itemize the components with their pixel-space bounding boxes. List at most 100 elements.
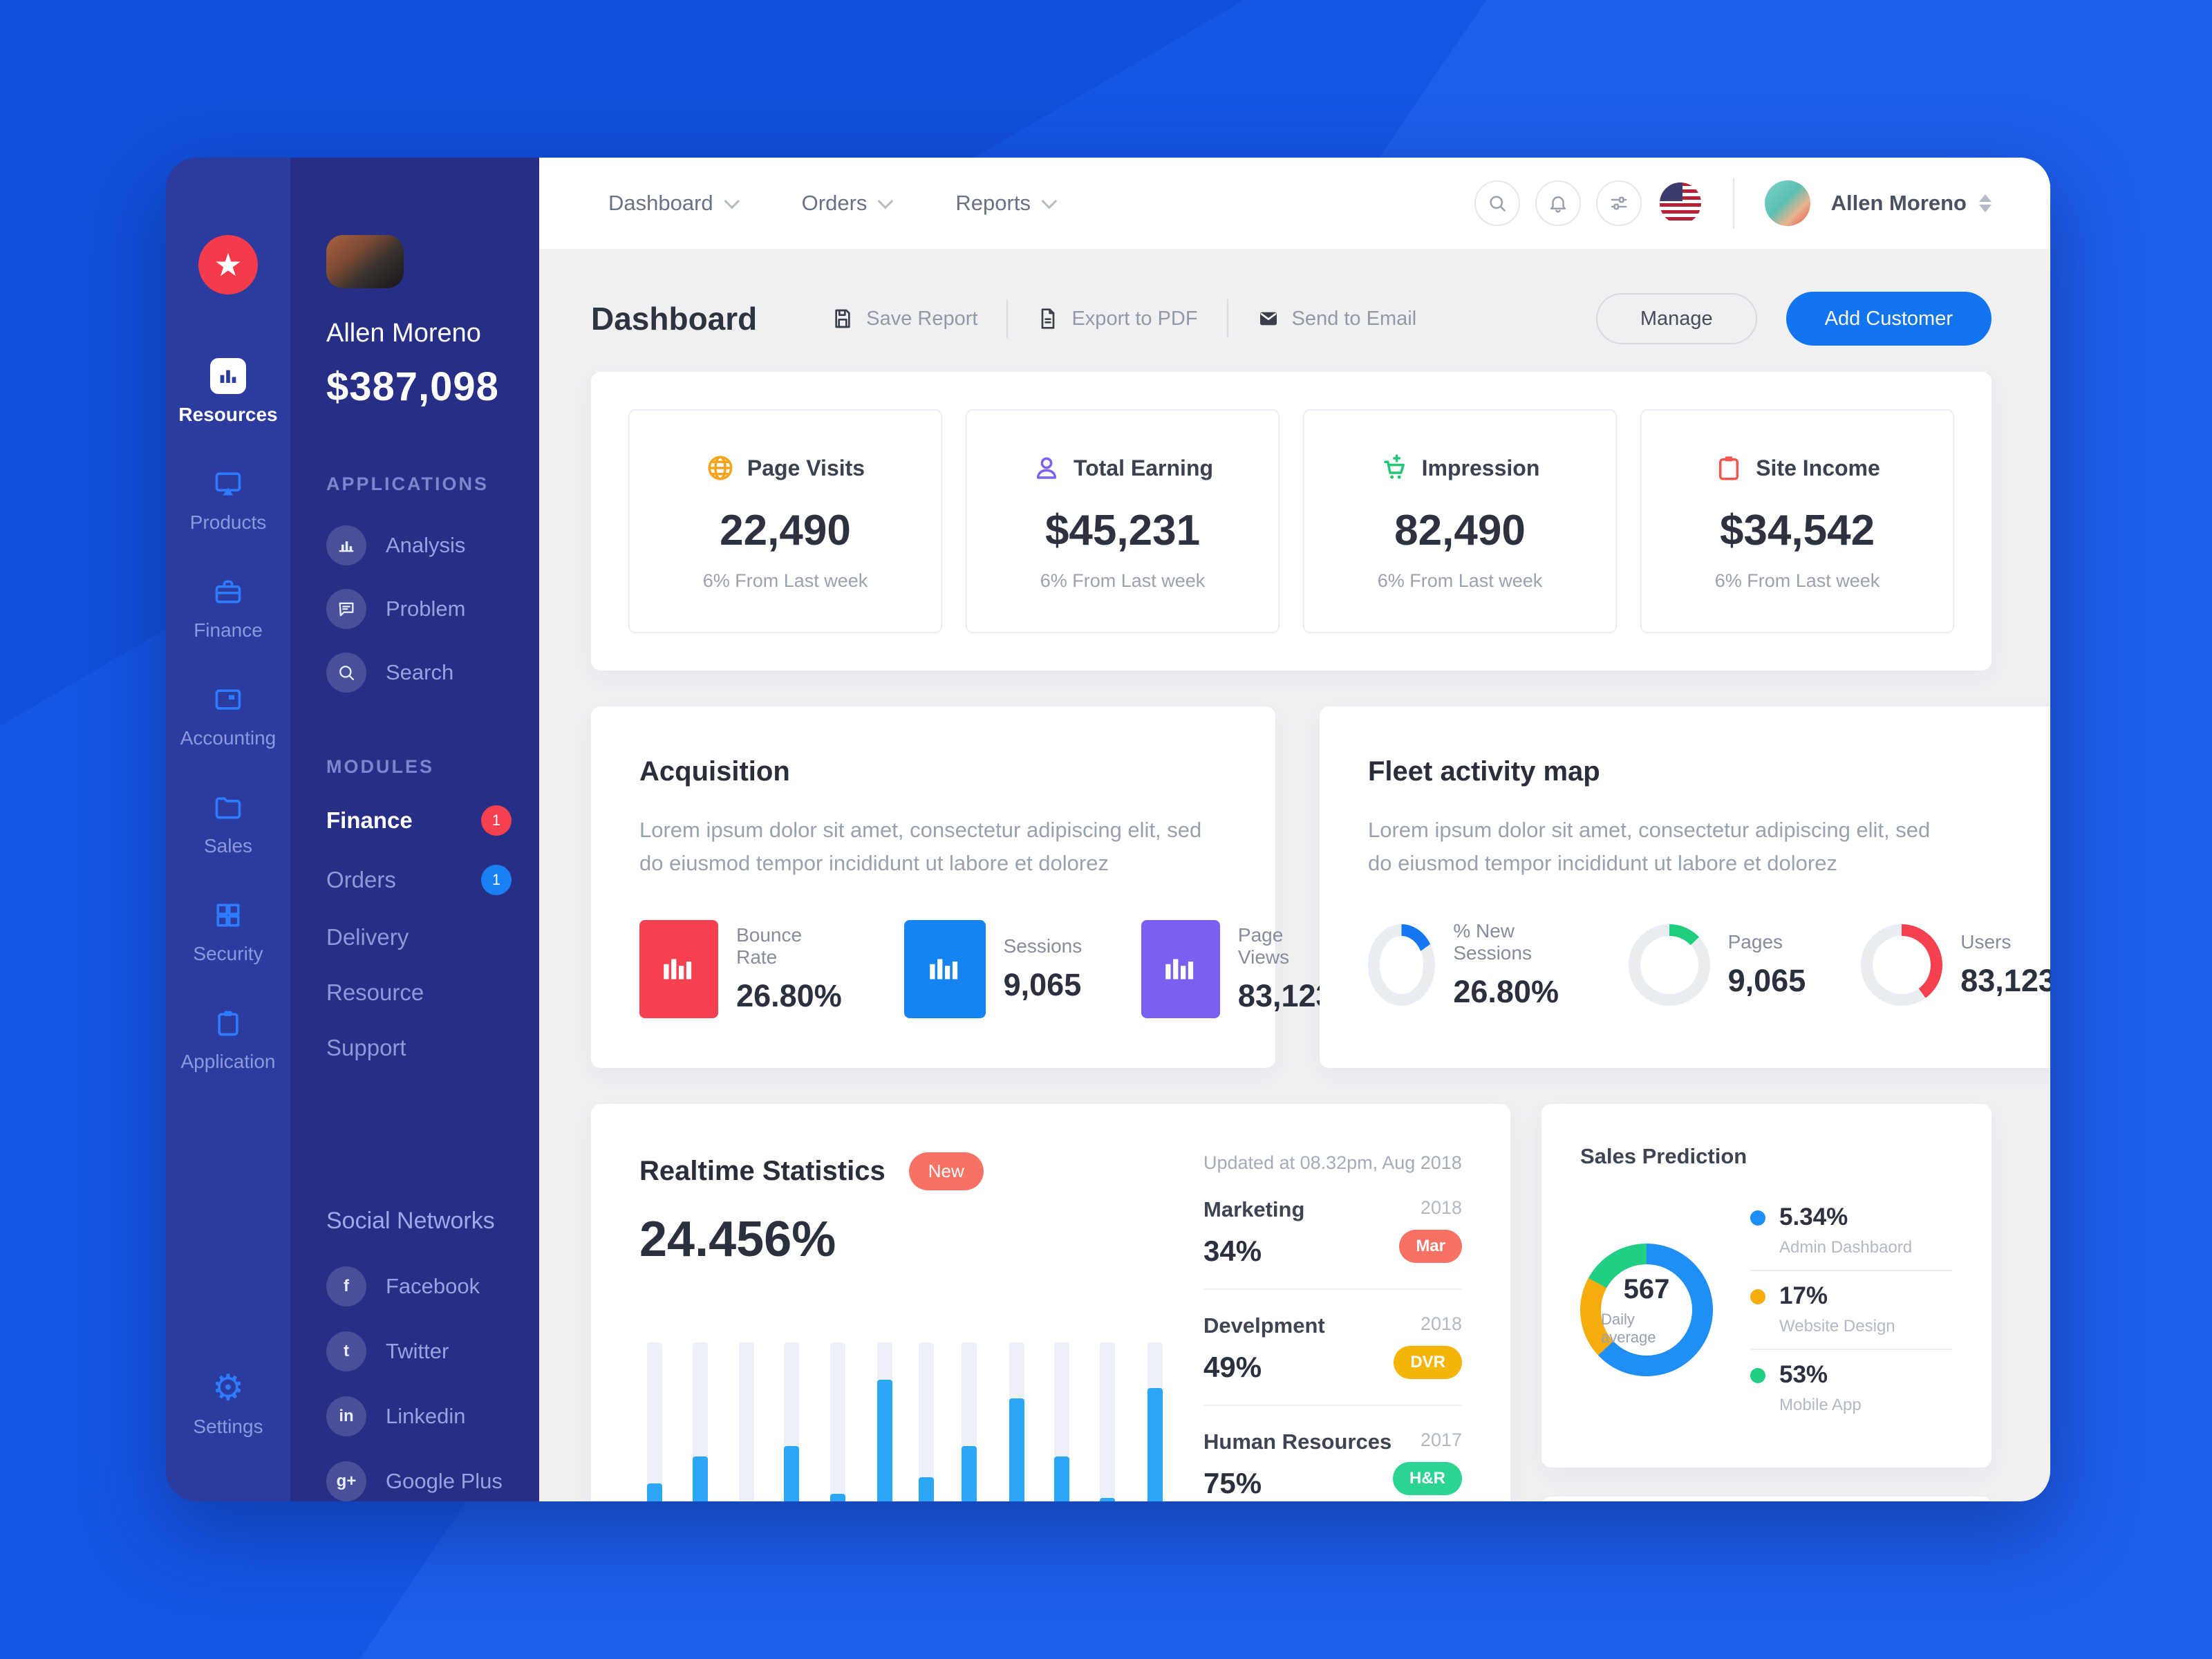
bar-fill — [918, 1477, 934, 1501]
module-item-label: Resource — [326, 980, 424, 1005]
stat-card-value: 82,490 — [1394, 507, 1526, 554]
legend-text: 53% Mobile App — [1779, 1361, 1862, 1415]
module-item-finance[interactable]: Finance 1 — [326, 805, 512, 836]
department-info: Marketing 34% — [1203, 1197, 1399, 1268]
language-flag-us[interactable] — [1659, 182, 1701, 224]
realtime-title: Realtime Statistics — [639, 1156, 885, 1187]
bar-track[interactable] — [877, 1342, 893, 1501]
application-item-problem[interactable]: Problem — [326, 589, 512, 629]
topbar-user-name[interactable]: Allen Moreno — [1830, 191, 1967, 215]
module-item-support[interactable]: Support — [326, 1035, 512, 1061]
bar-track[interactable] — [830, 1342, 846, 1501]
department-row-develpment: Develpment 49% 2018 DVR — [1203, 1290, 1462, 1407]
legend-text: 5.34% Admin Dashbaord — [1779, 1203, 1912, 1257]
main-area: Dashboard Orders Reports Allen Moreno Dash… — [539, 158, 2050, 1501]
module-item-label: Support — [326, 1035, 406, 1060]
stat-card-total-earning[interactable]: Total Earning $45,231 6% From Last week — [966, 409, 1280, 633]
export-to-pdf-button[interactable]: Export to PDF — [1008, 308, 1226, 330]
sidebar: Allen Moreno $387,098 APPLICATIONS Analy… — [290, 158, 539, 1501]
legend-item-mobile-app: 53% Mobile App — [1750, 1350, 1953, 1427]
bar-track[interactable] — [1054, 1342, 1070, 1501]
bar-track[interactable] — [1100, 1342, 1116, 1501]
middle-row: Acquisition Lorem ipsum dolor sit amet, … — [591, 706, 2050, 1069]
social-item-linkedin[interactable]: in Linkedin — [326, 1396, 512, 1436]
sidebar-item-resources[interactable]: Resources — [178, 358, 278, 426]
action-label: Send to Email — [1291, 307, 1417, 330]
modules-list: Finance 1 Orders 1 Delivery Resource Support — [326, 805, 512, 1061]
stat-card-page-visits[interactable]: Page Visits 22,490 6% From Last week — [628, 409, 942, 633]
social-item-label: Facebook — [386, 1274, 480, 1298]
topbar-user-avatar[interactable] — [1764, 180, 1810, 226]
bar-column-sep: Sep — [1000, 1342, 1033, 1501]
module-item-delivery[interactable]: Delivery — [326, 924, 512, 950]
daily-average-value: 567 — [1623, 1273, 1670, 1304]
twitter-icon: t — [326, 1331, 366, 1371]
manage-button[interactable]: Manage — [1595, 293, 1757, 344]
bar-track[interactable] — [961, 1342, 977, 1501]
department-meta: 2018 DVR — [1394, 1313, 1462, 1384]
search-button[interactable] — [1474, 180, 1520, 226]
user-menu-chevrons-icon[interactable] — [1979, 194, 1991, 212]
email-icon — [1257, 308, 1280, 330]
send-to-email-button[interactable]: Send to Email — [1228, 308, 1446, 330]
stat-card-impression[interactable]: Impression 82,490 6% From Last week — [1303, 409, 1617, 633]
bar-track[interactable] — [918, 1342, 934, 1501]
notifications-button[interactable] — [1535, 180, 1581, 226]
fleet-stat--new-sessions: % New Sessions 26.80% — [1368, 920, 1573, 1010]
sidebar-item-application[interactable]: Application — [180, 1005, 276, 1073]
module-item-resource[interactable]: Resource — [326, 980, 512, 1006]
sidebar-item-settings[interactable]: ⚙ Settings — [193, 1368, 263, 1438]
filter-settings-button[interactable] — [1595, 180, 1642, 226]
social-item-twitter[interactable]: t Twitter — [326, 1331, 512, 1371]
bar-track[interactable] — [1147, 1342, 1163, 1501]
stat-card-site-income[interactable]: Site Income $34,542 6% From Last week — [1640, 409, 1954, 633]
rail-item-label: Application — [180, 1051, 276, 1072]
chat-icon — [326, 589, 366, 629]
acquisition-description: Lorem ipsum dolor sit amet, consectetur … — [639, 818, 1202, 876]
sidebar-item-accounting[interactable]: Accounting — [180, 682, 276, 749]
department-meta: 2017 H&R — [1393, 1430, 1462, 1500]
chevron-down-icon — [724, 193, 740, 209]
bar-column-apr: Apr — [777, 1342, 806, 1501]
social-list: f Facebook t Twitter in Linkedin g+ Google Plus — [326, 1266, 512, 1501]
sidebar-item-sales[interactable]: Sales — [204, 789, 252, 857]
bar-track[interactable] — [1009, 1342, 1024, 1501]
app-logo-star-icon[interactable]: ★ — [198, 235, 258, 294]
add-customer-button[interactable]: Add Customer — [1785, 292, 1991, 346]
realtime-side-stats: Updated at 08.32pm, Aug 2018 Marketing 34… — [1203, 1152, 1462, 1501]
fleet-stat-label: Pages — [1727, 931, 1783, 953]
bar-track[interactable] — [783, 1342, 799, 1501]
tab-reports[interactable]: Reports — [955, 191, 1058, 216]
sidebar-item-products[interactable]: Products — [189, 466, 267, 534]
topbar-divider — [1732, 178, 1734, 229]
cart-icon — [1380, 453, 1409, 482]
user-avatar[interactable] — [326, 235, 404, 288]
save-report-button[interactable]: Save Report — [803, 308, 1006, 330]
application-item-analysis[interactable]: Analysis — [326, 525, 512, 565]
tab-dashboard[interactable]: Dashboard — [608, 191, 740, 216]
tab-orders[interactable]: Orders — [802, 191, 894, 216]
social-item-label: Linkedin — [386, 1404, 466, 1428]
bar-track[interactable] — [646, 1342, 662, 1501]
application-item-search[interactable]: Search — [326, 653, 512, 693]
acquisition-stat-bounce-rate: Bounce Rate 26.80% — [639, 920, 845, 1019]
department-name: Develpment — [1203, 1313, 1325, 1338]
module-item-label: Delivery — [326, 924, 409, 950]
social-item-facebook[interactable]: f Facebook — [326, 1266, 512, 1306]
social-item-google-plus[interactable]: g+ Google Plus — [326, 1461, 512, 1501]
module-item-orders[interactable]: Orders 1 — [326, 865, 512, 895]
rail-item-label: Resources — [178, 404, 278, 425]
fleet-stat-text: Pages 9,065 — [1728, 931, 1806, 999]
bar-track[interactable] — [692, 1342, 708, 1501]
sidebar-item-finance[interactable]: Finance — [194, 574, 263, 641]
amount-due-card: Amount Due $5998 Milestone Completed Pay… — [1541, 1497, 1991, 1501]
rail-item-label: Products — [189, 512, 267, 533]
stat-card-value: $45,231 — [1044, 507, 1201, 554]
nav-label: Reports — [955, 191, 1031, 215]
department-year: 2018 — [1420, 1313, 1462, 1335]
fleet-stats: % New Sessions 26.80% Pages 9,065 Users 83,12… — [1368, 920, 2050, 1010]
department-percent: 75% — [1203, 1467, 1262, 1500]
bar-track[interactable] — [738, 1342, 754, 1501]
social-item-label: Google Plus — [386, 1469, 503, 1493]
sidebar-item-security[interactable]: Security — [193, 897, 263, 965]
